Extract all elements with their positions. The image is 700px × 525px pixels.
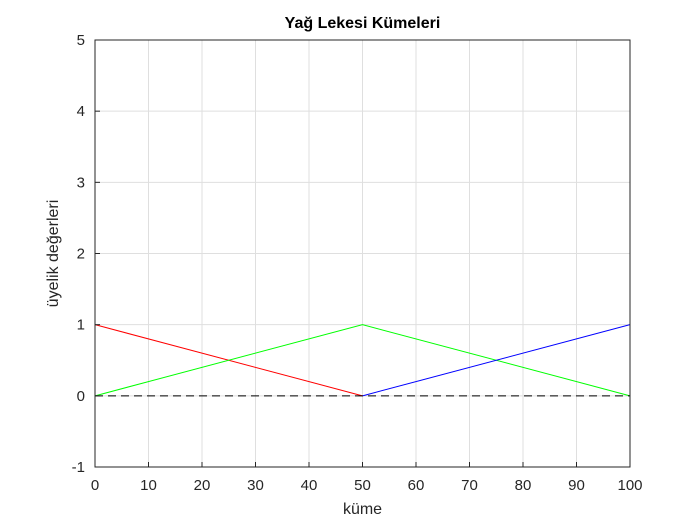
x-axis-label: küme — [343, 501, 382, 518]
series-line-3 — [362, 324, 631, 397]
series-line-2 — [94, 324, 631, 397]
y-tick-label: 3 — [77, 174, 85, 191]
grid-layer — [94, 39, 631, 468]
x-tick-label: 0 — [91, 477, 99, 494]
x-tick-label: 60 — [408, 477, 425, 494]
y-tick-label: 4 — [77, 103, 85, 120]
x-tick-label: 10 — [140, 477, 157, 494]
x-tick-label: 70 — [461, 477, 478, 494]
x-tick-label: 40 — [301, 477, 318, 494]
x-tick-label: 50 — [354, 477, 371, 494]
tick-layer: 0 10 20 30 40 50 60 70 80 90 100 -1 0 1 2 3 4 5 — [72, 32, 643, 494]
y-tick-label: 1 — [77, 317, 85, 334]
y-tick-label: 5 — [77, 32, 85, 49]
y-tick-label: -1 — [72, 459, 85, 476]
y-tick-label: 2 — [77, 246, 85, 263]
x-tick-label: 80 — [515, 477, 532, 494]
chart-title: Yağ Lekesi Kümeleri — [285, 15, 441, 32]
y-tick-label: 0 — [77, 388, 85, 405]
x-tick-label: 30 — [247, 477, 264, 494]
x-tick-label: 100 — [617, 477, 642, 494]
y-axis-label: üyelik değerleri — [45, 200, 62, 308]
x-tick-label: 20 — [194, 477, 211, 494]
series-layer — [94, 324, 631, 397]
x-tick-label: 90 — [568, 477, 585, 494]
